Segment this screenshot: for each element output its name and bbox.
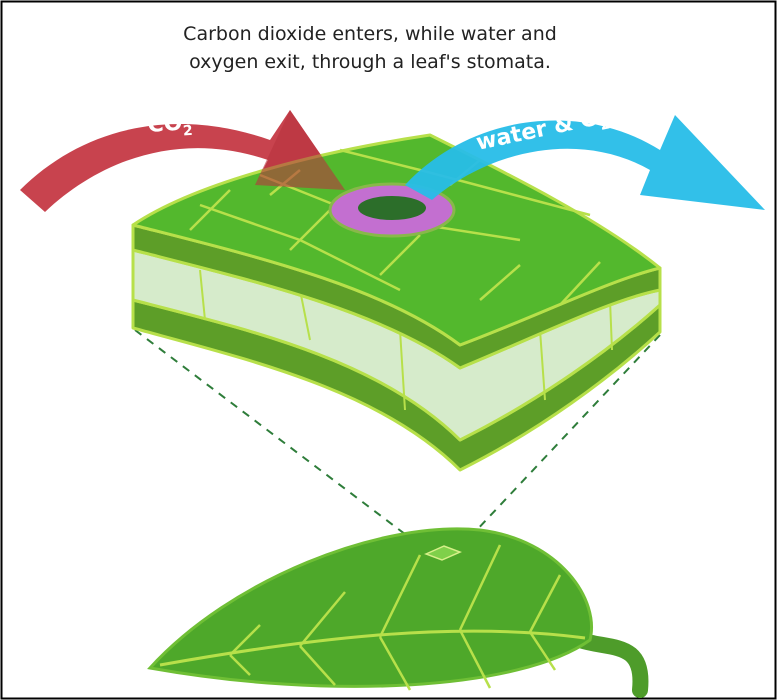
stomata-diagram: Carbon dioxide enters, while water and o… [0, 0, 777, 700]
label-part: CO [147, 111, 184, 138]
caption-line: oxygen exit, through a leaf's stomata. [189, 51, 551, 73]
caption-line: Carbon dioxide enters, while water and [183, 23, 557, 45]
label-part: 2 [182, 123, 193, 140]
